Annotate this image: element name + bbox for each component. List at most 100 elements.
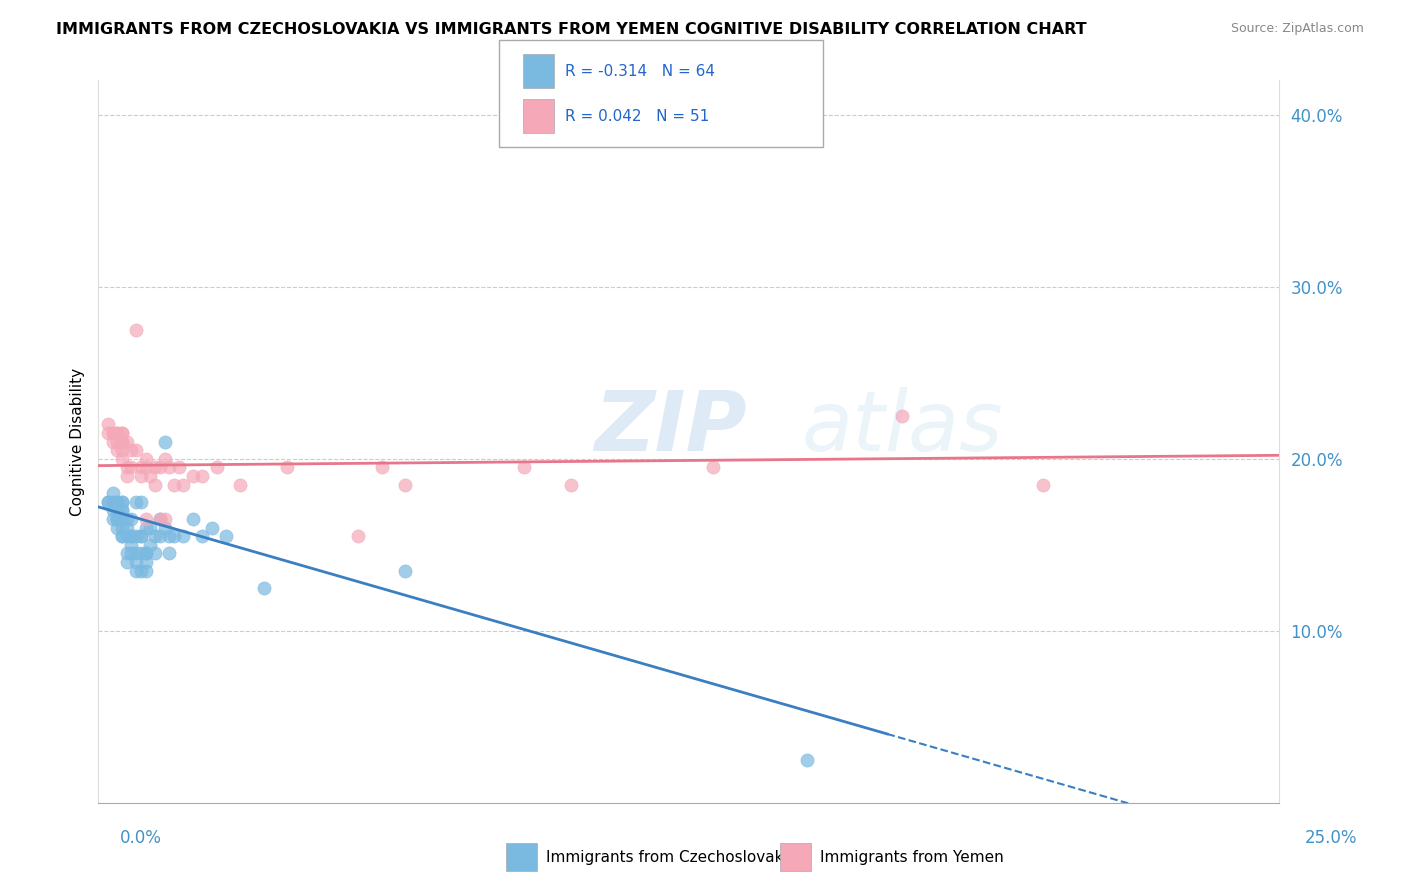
Point <box>371 460 394 475</box>
Point <box>105 494 128 508</box>
Point <box>135 460 157 475</box>
Point <box>97 417 120 432</box>
Point <box>125 564 148 578</box>
Point <box>115 520 138 534</box>
Point <box>163 529 186 543</box>
Y-axis label: Cognitive Disability: Cognitive Disability <box>69 368 84 516</box>
Point <box>111 529 134 543</box>
Point <box>143 460 166 475</box>
Point <box>149 460 172 475</box>
Point <box>229 477 252 491</box>
Point <box>181 512 204 526</box>
Point <box>394 564 416 578</box>
Point <box>121 460 143 475</box>
Point <box>105 425 128 440</box>
Point <box>129 529 152 543</box>
Point <box>153 512 176 526</box>
Point <box>276 460 298 475</box>
Point <box>129 469 152 483</box>
Point <box>121 538 143 552</box>
Point <box>172 477 194 491</box>
Point <box>157 460 180 475</box>
Point <box>135 546 157 560</box>
Point <box>105 512 128 526</box>
Text: 25.0%: 25.0% <box>1305 830 1357 847</box>
Point <box>702 460 724 475</box>
Point <box>135 555 157 569</box>
Point <box>115 529 138 543</box>
Point <box>135 451 157 466</box>
Point <box>394 477 416 491</box>
Point <box>796 753 818 767</box>
Point <box>139 538 162 552</box>
Point <box>97 494 120 508</box>
Point <box>115 555 138 569</box>
Point <box>135 520 157 534</box>
Point <box>97 494 120 508</box>
Point <box>135 546 157 560</box>
Text: Immigrants from Yemen: Immigrants from Yemen <box>820 850 1004 864</box>
Point <box>121 443 143 458</box>
Point <box>121 529 143 543</box>
Point <box>153 520 176 534</box>
Point <box>121 529 143 543</box>
Point <box>105 512 128 526</box>
Point <box>101 425 124 440</box>
Text: R = -0.314   N = 64: R = -0.314 N = 64 <box>565 63 716 78</box>
Point <box>135 564 157 578</box>
Point <box>101 425 124 440</box>
Text: ZIP: ZIP <box>595 386 747 467</box>
Text: IMMIGRANTS FROM CZECHOSLOVAKIA VS IMMIGRANTS FROM YEMEN COGNITIVE DISABILITY COR: IMMIGRANTS FROM CZECHOSLOVAKIA VS IMMIGR… <box>56 22 1087 37</box>
Point <box>125 323 148 337</box>
Point <box>560 477 582 491</box>
Point <box>143 546 166 560</box>
Point <box>101 494 124 508</box>
Point <box>153 434 176 449</box>
Point <box>105 494 128 508</box>
Point <box>101 512 124 526</box>
Point <box>105 434 128 449</box>
Point <box>101 503 124 517</box>
Point <box>163 477 186 491</box>
Point <box>115 469 138 483</box>
Point <box>105 425 128 440</box>
Point <box>181 469 204 483</box>
Point <box>191 529 214 543</box>
Point <box>111 451 134 466</box>
Text: Source: ZipAtlas.com: Source: ZipAtlas.com <box>1230 22 1364 36</box>
Point <box>115 512 138 526</box>
Point <box>125 546 148 560</box>
Point <box>111 494 134 508</box>
Point <box>101 486 124 500</box>
Point <box>101 434 124 449</box>
Point <box>97 425 120 440</box>
Point <box>111 503 134 517</box>
Point <box>143 529 166 543</box>
Point <box>149 529 172 543</box>
Point <box>157 529 180 543</box>
Text: Immigrants from Czechoslovakia: Immigrants from Czechoslovakia <box>546 850 797 864</box>
Point <box>157 546 180 560</box>
Point <box>111 520 134 534</box>
Point <box>129 564 152 578</box>
Point <box>115 546 138 560</box>
Point <box>111 529 134 543</box>
Point <box>129 529 152 543</box>
Point <box>347 529 370 543</box>
Point <box>201 520 224 534</box>
Point <box>111 443 134 458</box>
Point <box>149 512 172 526</box>
Point <box>105 520 128 534</box>
Point <box>139 520 162 534</box>
Point <box>890 409 912 423</box>
Point <box>111 425 134 440</box>
Point <box>129 546 152 560</box>
Point <box>153 451 176 466</box>
Point <box>167 460 190 475</box>
Point <box>125 494 148 508</box>
Text: R = 0.042   N = 51: R = 0.042 N = 51 <box>565 109 710 124</box>
Point <box>512 460 534 475</box>
Point <box>111 494 134 508</box>
Point <box>129 460 152 475</box>
Point <box>111 434 134 449</box>
